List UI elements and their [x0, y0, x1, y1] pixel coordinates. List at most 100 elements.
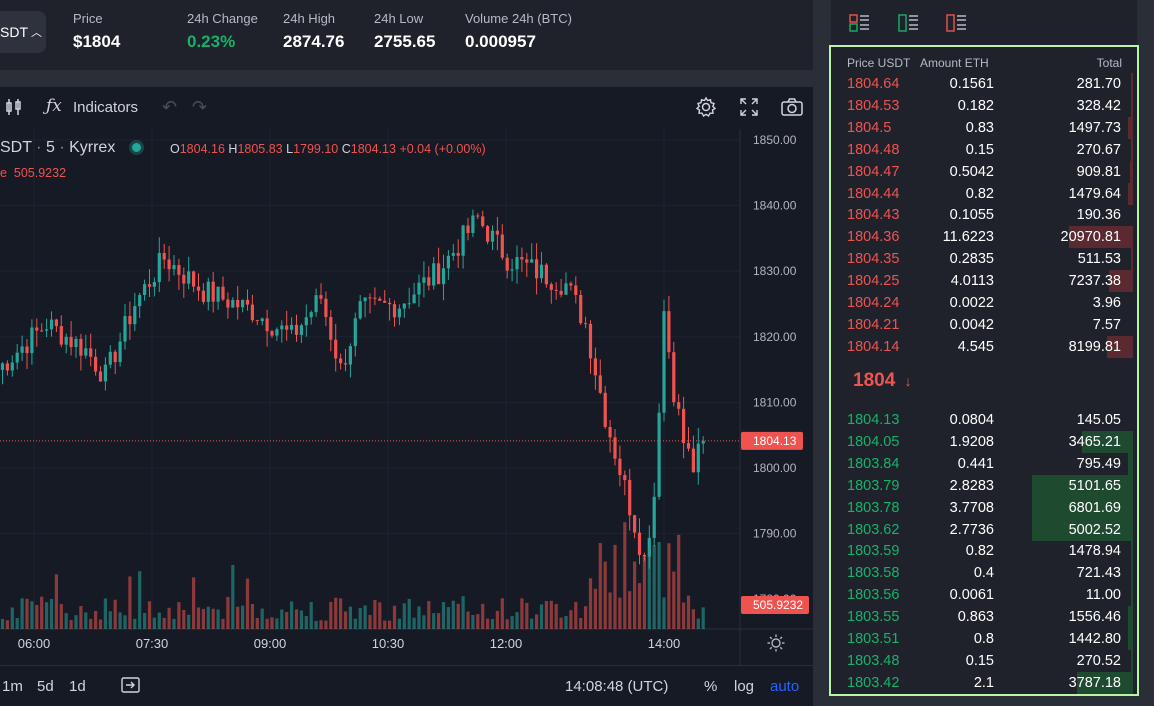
ask-amount: 0.1561: [949, 76, 994, 92]
view-bids-icon[interactable]: [898, 13, 920, 38]
bid-total: 3787.18: [1068, 674, 1121, 691]
bid-row[interactable]: 1803.62 2.7736 5002.52: [831, 518, 1136, 541]
bid-row[interactable]: 1803.51 0.8 1442.80: [831, 628, 1136, 650]
depth-bar: [1131, 540, 1133, 563]
ask-row[interactable]: 1804.5 0.83 1497.73: [831, 116, 1136, 139]
bid-row[interactable]: 1803.84 0.441 795.49: [831, 452, 1136, 475]
bid-row[interactable]: 1803.56 0.0061 11.00: [831, 584, 1136, 607]
bid-amount: 0.441: [957, 455, 994, 472]
volume-bar: [407, 598, 411, 629]
range-1m-button[interactable]: 1m: [2, 678, 23, 695]
percent-scale-toggle[interactable]: %: [704, 678, 718, 695]
range-1d-button[interactable]: 1d: [69, 678, 86, 695]
open-key: O: [170, 142, 180, 156]
bid-row[interactable]: 1803.58 0.4 721.43: [831, 562, 1136, 585]
bid-price: 1803.55: [847, 609, 900, 626]
utc-clock[interactable]: 14:08:48 (UTC): [565, 678, 669, 695]
candle: [294, 324, 299, 335]
volume-bar: [133, 618, 137, 629]
ask-price: 1804.25: [847, 273, 900, 290]
ask-row[interactable]: 1804.47 0.5042 909.81: [831, 160, 1136, 183]
volume-bar: [417, 606, 421, 629]
ask-row[interactable]: 1804.48 0.15 270.67: [831, 138, 1136, 161]
undo-icon[interactable]: ↶: [162, 97, 178, 117]
ask-row[interactable]: 1804.21 0.0042 7.57: [831, 314, 1136, 336]
candle: [432, 263, 436, 286]
bid-row[interactable]: 1803.78 3.7708 6801.69: [831, 496, 1136, 519]
ask-row[interactable]: 1804.44 0.82 1479.64: [831, 182, 1136, 205]
view-asks-icon[interactable]: [946, 13, 968, 38]
volume-bar: [633, 561, 637, 629]
bid-row[interactable]: 1803.79 2.8283 5101.65: [831, 474, 1136, 497]
bid-row[interactable]: 1804.05 1.9208 3465.21: [831, 430, 1136, 453]
candle: [231, 299, 235, 308]
low-stat: 24h Low 2755.65: [374, 11, 435, 52]
ask-row[interactable]: 1804.53 0.182 328.42: [831, 94, 1136, 117]
fullscreen-icon[interactable]: [739, 97, 759, 121]
chevron-up-icon: ︿: [31, 27, 42, 39]
volume-bar: [241, 605, 245, 629]
view-both-icon[interactable]: [849, 13, 871, 38]
ask-row[interactable]: 1804.25 4.0113 7237.38: [831, 270, 1136, 293]
pair-label: SDT: [0, 24, 28, 40]
volume-bar: [226, 596, 230, 629]
volume-bar: [250, 603, 254, 629]
indicators-button[interactable]: Indicators: [73, 99, 139, 116]
price-chart[interactable]: 1850.00 1840.00 1830.00 1820.00 1810.00 1800.…: [0, 129, 813, 665]
volume-bar: [490, 619, 495, 629]
volume-bar: [437, 613, 441, 629]
redo-icon[interactable]: ↷: [192, 97, 208, 117]
bid-price: 1804.13: [847, 412, 900, 428]
bid-row[interactable]: 1803.55 0.863 1556.46: [831, 606, 1136, 629]
bid-price: 1803.79: [847, 477, 900, 494]
ask-row[interactable]: 1804.14 4.545 8199.81: [831, 335, 1136, 358]
depth-bar: [1131, 94, 1133, 117]
volume-bar: [642, 556, 646, 629]
log-scale-toggle[interactable]: log: [734, 678, 755, 695]
candle: [388, 302, 392, 305]
candle: [201, 290, 205, 302]
ask-row[interactable]: 1804.35 0.2835 511.53: [831, 248, 1136, 271]
theme-sun-icon[interactable]: [767, 634, 785, 652]
volume-bar: [388, 620, 392, 629]
goto-date-icon[interactable]: [120, 676, 142, 700]
bid-total: 145.05: [1076, 412, 1121, 428]
camera-icon[interactable]: [780, 97, 804, 121]
volume-bar: [422, 615, 426, 629]
volume-bar: [569, 610, 573, 629]
ask-row[interactable]: 1804.24 0.0022 3.96: [831, 292, 1136, 314]
ask-price: 1804.43: [847, 207, 900, 224]
volume-bar: [172, 618, 176, 629]
candle: [633, 515, 637, 533]
candle: [35, 327, 39, 331]
auto-scale-toggle[interactable]: auto: [770, 678, 800, 695]
candle: [128, 316, 132, 325]
candle: [285, 325, 289, 330]
candle: [172, 265, 176, 270]
candle: [152, 282, 156, 287]
bid-row[interactable]: 1803.42 2.1 3787.18: [831, 671, 1136, 694]
candle: [74, 338, 78, 348]
ask-row[interactable]: 1804.43 0.1055 190.36: [831, 204, 1136, 226]
high-value: 2874.76: [283, 32, 345, 51]
candle: [667, 311, 671, 353]
pair-selector-button[interactable]: SDT ︿: [0, 11, 46, 53]
bid-row[interactable]: 1804.13 0.0804 145.05: [831, 409, 1136, 431]
range-5d-button[interactable]: 5d: [37, 678, 54, 695]
settings-gear-icon[interactable]: [695, 96, 717, 122]
depth-bar: [1128, 452, 1133, 475]
indicators-icon[interactable]: ƒx: [46, 96, 62, 116]
bid-row[interactable]: 1803.48 0.15 270.52: [831, 649, 1136, 672]
legend-interval: 5: [45, 139, 55, 156]
ask-row[interactable]: 1804.36 11.6223 20970.81: [831, 226, 1136, 249]
volume-bar: [187, 614, 191, 629]
volume-bar: [59, 604, 63, 629]
ask-row[interactable]: 1804.64 0.1561 281.70: [831, 73, 1136, 95]
candle: [25, 346, 29, 354]
candle-type-icon[interactable]: [4, 97, 24, 121]
volume-bar: [290, 601, 294, 629]
bid-amount: 2.7736: [949, 521, 994, 538]
market-status-dot-icon: [131, 143, 141, 152]
bid-row[interactable]: 1803.59 0.82 1478.94: [831, 540, 1136, 563]
candle: [192, 271, 196, 287]
